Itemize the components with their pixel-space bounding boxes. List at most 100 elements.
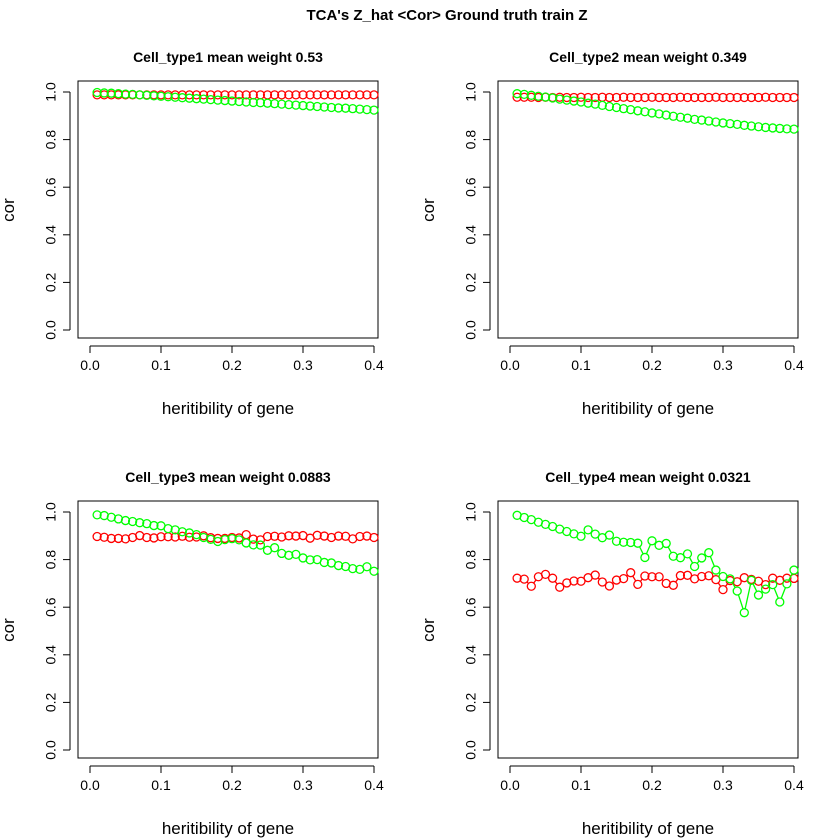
data-point	[305, 90, 315, 100]
data-point	[668, 551, 678, 561]
data-point	[732, 586, 742, 596]
y-tick-label: 0.6	[43, 597, 59, 617]
series-line-segment	[744, 584, 752, 609]
data-point	[576, 97, 586, 107]
data-point	[284, 531, 294, 541]
data-point	[569, 576, 579, 586]
data-point	[298, 90, 308, 100]
y-tick-label: 0.0	[463, 740, 479, 760]
data-point	[668, 92, 678, 103]
data-point	[198, 90, 209, 100]
data-point	[177, 93, 187, 103]
data-point	[611, 536, 622, 546]
data-point	[647, 572, 657, 582]
series-red	[512, 568, 799, 595]
data-point	[213, 533, 223, 544]
data-point	[640, 552, 650, 563]
x-tick-label: 0.0	[500, 357, 520, 373]
data-point	[362, 562, 372, 572]
x-tick-label: 0.1	[151, 777, 171, 793]
y-tick-label: 0.2	[463, 272, 479, 292]
data-point	[682, 549, 693, 559]
data-point	[184, 93, 195, 103]
data-point	[269, 90, 280, 100]
series-line-segment	[667, 546, 672, 554]
data-point	[340, 103, 351, 113]
y-tick-label: 0.8	[463, 550, 479, 570]
data-point	[711, 92, 721, 102]
data-point	[661, 538, 671, 549]
data-point	[220, 534, 230, 545]
data-point	[782, 124, 792, 134]
data-point	[689, 561, 700, 572]
y-tick-label: 1.0	[43, 502, 59, 522]
data-point	[526, 581, 536, 591]
data-point	[291, 531, 301, 541]
data-point	[555, 582, 565, 592]
data-point	[142, 532, 152, 543]
data-point	[590, 99, 600, 109]
data-point	[697, 571, 707, 582]
data-point	[739, 92, 749, 103]
data-point	[782, 573, 792, 583]
data-point	[633, 106, 643, 116]
data-point	[92, 510, 102, 520]
data-point	[697, 92, 707, 103]
data-point	[512, 89, 522, 99]
data-point	[512, 573, 522, 583]
x-tick-label: 0.2	[642, 357, 662, 373]
data-point	[626, 568, 636, 578]
data-point	[753, 122, 764, 132]
data-point	[191, 532, 202, 542]
data-point	[326, 532, 337, 543]
data-point	[654, 92, 664, 103]
data-point	[248, 534, 258, 544]
data-point	[682, 92, 693, 103]
data-point	[732, 92, 742, 103]
data-point	[626, 537, 636, 548]
data-point	[611, 102, 622, 113]
x-axis-label: heritibility of gene	[162, 399, 294, 418]
data-point	[227, 534, 237, 544]
x-axis-label: heritibility of gene	[582, 819, 714, 838]
data-point	[284, 550, 294, 560]
series-line-segment	[780, 587, 787, 599]
data-point	[704, 116, 714, 126]
data-point	[369, 105, 379, 115]
x-tick-label: 0.4	[364, 777, 384, 793]
y-tick-label: 1.0	[43, 82, 59, 102]
data-point	[120, 89, 131, 99]
data-point	[149, 91, 159, 101]
data-point	[333, 90, 344, 100]
panel-cell-type4: Cell_type4 mean weight 0.0321 heritibili…	[419, 469, 751, 838]
data-point	[284, 90, 294, 100]
y-tick-label: 0.4	[463, 645, 479, 665]
y-tick-label: 0.0	[463, 320, 479, 340]
data-point	[127, 89, 138, 100]
data-point	[369, 566, 379, 576]
data-point	[682, 113, 693, 123]
data-point	[519, 574, 529, 584]
panel-title: Cell_type3 mean weight 0.0883	[125, 469, 331, 485]
x-tick-label: 0.0	[500, 777, 520, 793]
data-point	[654, 109, 664, 119]
plot-frame	[497, 500, 799, 759]
data-point	[704, 548, 714, 558]
data-point	[213, 90, 223, 100]
data-point	[640, 571, 650, 581]
y-tick-label: 0.0	[43, 740, 59, 760]
y-axis-label: cor	[419, 198, 438, 222]
data-point	[775, 123, 785, 134]
data-point	[618, 573, 629, 584]
data-point	[597, 100, 607, 110]
data-point	[333, 531, 344, 541]
x-tick-label: 0.1	[571, 777, 591, 793]
data-point	[675, 92, 686, 102]
data-point	[92, 87, 102, 98]
data-point	[640, 107, 650, 117]
data-point	[305, 101, 315, 111]
data-point	[227, 90, 237, 100]
data-point	[149, 533, 159, 543]
data-point	[291, 549, 301, 560]
y-tick-label: 0.8	[43, 130, 59, 150]
